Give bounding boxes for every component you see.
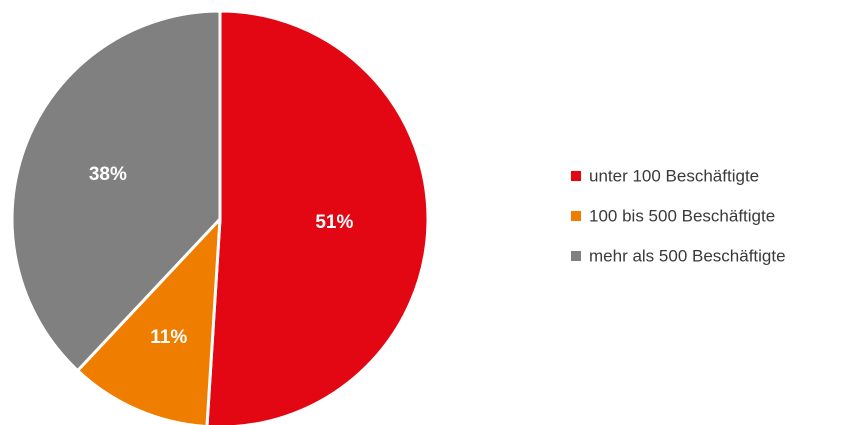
legend-swatch-100-bis-500 [571,211,581,221]
slice-label-unter-100: 51% [315,212,353,233]
legend-label-unter-100: unter 100 Beschäftigte [589,167,759,186]
pie-slice-mehr-als-500 [10,9,222,373]
slice-label-100-bis-500: 11% [150,327,187,348]
slice-label-mehr-als-500: 38% [89,164,127,185]
slice-labels: 51% 11% 38% [89,164,354,348]
pie-slice-100-bis-500 [76,217,222,425]
legend-swatch-mehr-als-500 [571,251,581,261]
pie-slice-unter-100 [205,9,430,425]
legend: unter 100 Beschäftigte 100 bis 500 Beschä… [571,167,786,266]
legend-label-mehr-als-500: mehr als 500 Beschäftigte [589,247,786,266]
legend-label-100-bis-500: 100 bis 500 Beschäftigte [589,207,775,226]
pie-slices [10,9,430,425]
legend-swatch-unter-100 [571,171,581,181]
